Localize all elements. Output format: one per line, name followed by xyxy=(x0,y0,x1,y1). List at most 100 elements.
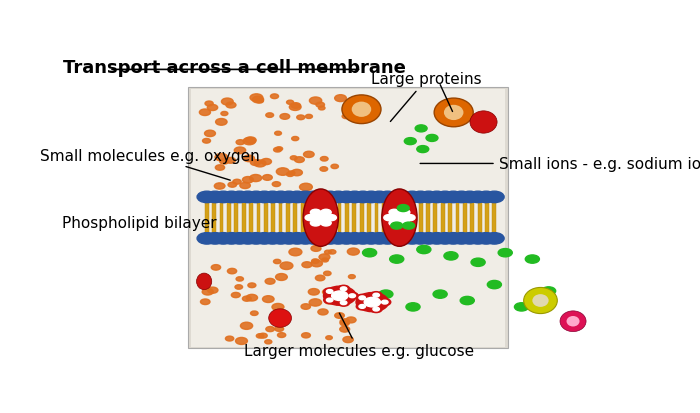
Circle shape xyxy=(205,102,214,107)
Circle shape xyxy=(316,275,325,281)
Circle shape xyxy=(207,287,218,294)
Circle shape xyxy=(326,336,332,340)
Circle shape xyxy=(300,184,312,191)
Circle shape xyxy=(197,192,216,203)
Circle shape xyxy=(419,192,438,203)
Bar xyxy=(485,202,489,235)
Circle shape xyxy=(340,301,347,305)
Bar xyxy=(456,202,459,235)
Circle shape xyxy=(214,192,233,203)
Bar xyxy=(470,202,474,235)
Bar xyxy=(272,202,275,235)
Circle shape xyxy=(390,255,404,263)
Circle shape xyxy=(288,171,295,176)
Circle shape xyxy=(246,192,266,203)
Circle shape xyxy=(205,192,225,203)
Circle shape xyxy=(416,246,431,254)
Circle shape xyxy=(289,104,301,111)
Circle shape xyxy=(297,116,304,121)
Circle shape xyxy=(240,323,253,330)
Circle shape xyxy=(321,157,328,161)
Circle shape xyxy=(356,303,368,310)
Circle shape xyxy=(228,183,237,188)
Circle shape xyxy=(270,95,279,100)
Circle shape xyxy=(354,192,372,203)
Bar xyxy=(212,202,216,235)
Circle shape xyxy=(207,105,218,111)
Bar xyxy=(412,202,415,235)
Circle shape xyxy=(444,192,463,203)
Circle shape xyxy=(391,223,402,230)
Circle shape xyxy=(236,140,244,145)
Bar xyxy=(404,202,408,235)
Bar xyxy=(286,202,290,235)
Circle shape xyxy=(250,175,262,182)
Circle shape xyxy=(202,139,211,144)
Bar xyxy=(441,202,444,235)
Circle shape xyxy=(342,295,354,302)
Circle shape xyxy=(322,259,328,262)
Bar xyxy=(308,202,312,235)
Circle shape xyxy=(301,304,311,310)
Circle shape xyxy=(426,135,438,142)
Circle shape xyxy=(487,281,501,289)
Circle shape xyxy=(390,212,410,224)
Circle shape xyxy=(378,233,398,244)
Circle shape xyxy=(280,114,290,120)
Circle shape xyxy=(460,192,480,203)
Bar xyxy=(301,202,304,235)
Circle shape xyxy=(289,249,302,256)
Circle shape xyxy=(326,215,337,221)
Circle shape xyxy=(240,183,251,189)
Circle shape xyxy=(318,107,325,111)
Circle shape xyxy=(310,210,321,216)
Bar xyxy=(345,202,349,235)
Circle shape xyxy=(304,192,323,203)
Ellipse shape xyxy=(470,112,497,134)
Circle shape xyxy=(291,103,300,109)
Circle shape xyxy=(266,327,274,332)
Circle shape xyxy=(346,317,356,323)
Circle shape xyxy=(230,233,249,244)
Circle shape xyxy=(215,154,228,161)
Text: Large proteins: Large proteins xyxy=(371,72,482,122)
Circle shape xyxy=(309,299,321,306)
Circle shape xyxy=(261,159,272,165)
Bar xyxy=(220,202,223,235)
Circle shape xyxy=(288,233,307,244)
Ellipse shape xyxy=(269,309,291,328)
Ellipse shape xyxy=(560,311,586,332)
Bar xyxy=(257,202,260,235)
Circle shape xyxy=(411,233,430,244)
Circle shape xyxy=(335,95,346,102)
Circle shape xyxy=(321,192,340,203)
Circle shape xyxy=(323,288,335,295)
Circle shape xyxy=(243,156,255,162)
Circle shape xyxy=(384,215,394,221)
Circle shape xyxy=(370,306,382,313)
Circle shape xyxy=(234,147,246,154)
Circle shape xyxy=(222,233,242,244)
Circle shape xyxy=(311,212,330,224)
Circle shape xyxy=(416,146,428,153)
Circle shape xyxy=(302,262,312,268)
Circle shape xyxy=(419,233,438,244)
Circle shape xyxy=(230,192,249,203)
Circle shape xyxy=(323,297,335,304)
Circle shape xyxy=(484,192,504,203)
Circle shape xyxy=(259,333,267,338)
Bar xyxy=(477,202,482,235)
Circle shape xyxy=(361,233,381,244)
Circle shape xyxy=(238,192,258,203)
Circle shape xyxy=(361,192,381,203)
Bar xyxy=(330,202,334,235)
Circle shape xyxy=(415,126,427,133)
Bar xyxy=(337,202,342,235)
Bar xyxy=(389,202,393,235)
Ellipse shape xyxy=(444,106,463,121)
Circle shape xyxy=(386,233,405,244)
Bar xyxy=(448,202,452,235)
Circle shape xyxy=(248,283,256,288)
Circle shape xyxy=(292,137,299,141)
Circle shape xyxy=(373,307,379,311)
